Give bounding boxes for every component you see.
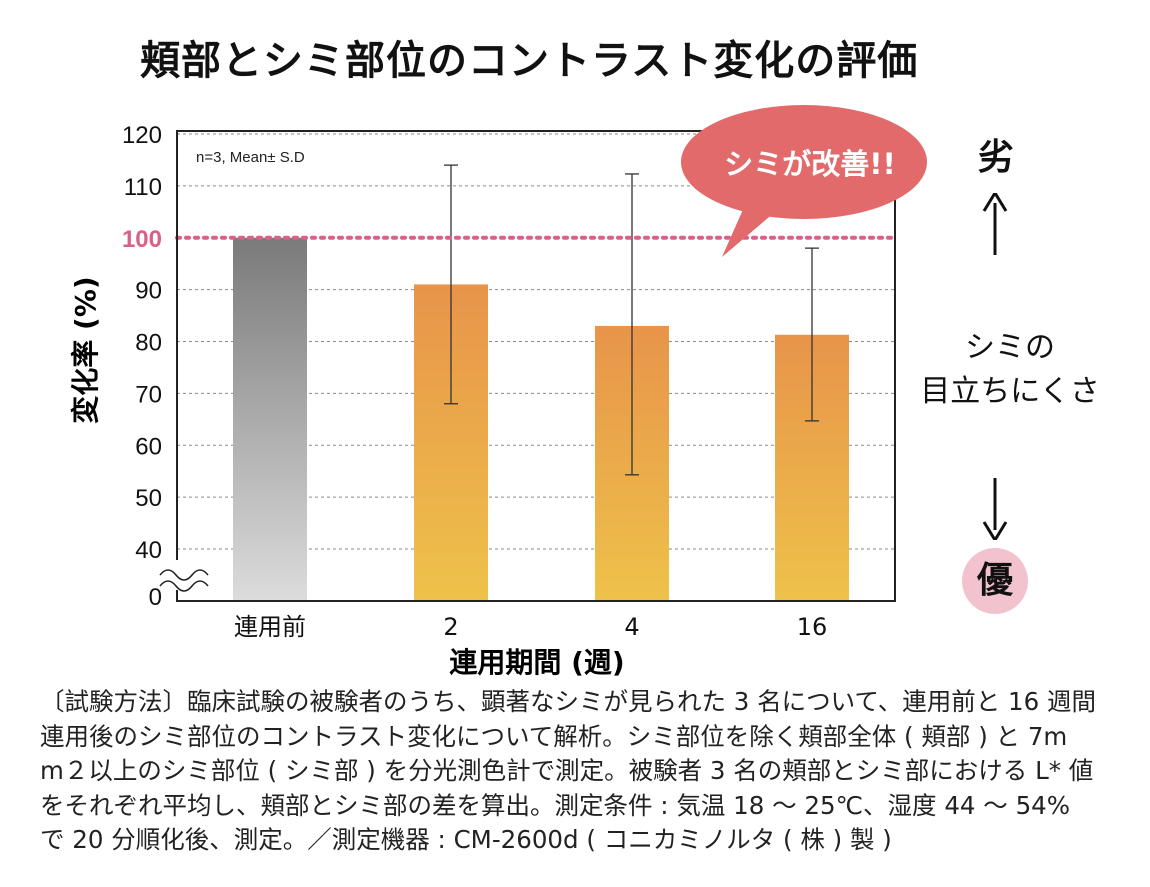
method-text: 〔試験方法〕臨床試験の被験者のうち、顕著なシミが見られた 3 名について、連用前… xyxy=(40,685,1115,858)
x-tick-label: 16 xyxy=(797,613,828,641)
callout-text: シミが改善!! xyxy=(724,147,896,181)
method-line: 〔試験方法〕臨床試験の被験者のうち、顕著なシミが見られた 3 名について、連用前… xyxy=(40,687,1096,716)
axis-break-wave xyxy=(159,569,209,581)
arrow-down-icon xyxy=(982,478,1008,540)
method-line: をそれぞれ平均し、頬部とシミ部の差を算出。測定条件 : 気温 18 ～ 25℃、… xyxy=(40,790,1071,820)
y-tick-label: 110 xyxy=(124,174,162,201)
axis-break-mask xyxy=(160,560,210,590)
y-tick-label: 100 xyxy=(122,226,162,253)
x-tick-label: 4 xyxy=(624,613,639,641)
axis-break-wave xyxy=(159,580,209,592)
y-tick-label: 90 xyxy=(135,278,162,305)
sample-note: n=3, Mean± S.D xyxy=(196,149,305,166)
plot-frame xyxy=(176,130,896,602)
arrow-up-icon xyxy=(982,193,1008,255)
visibility-label: シミの 目立ちにくさ xyxy=(900,326,1120,414)
y-tick-label: 50 xyxy=(135,485,162,512)
method-line: で 20 分順化後、測定。／測定機器 : CM-2600d ( コニカミノルタ … xyxy=(40,825,892,854)
chart-title: 頬部とシミ部位のコントラスト変化の評価 xyxy=(140,38,919,84)
x-tick-labels: 連用前 2 4 16 xyxy=(234,613,827,641)
method-line: m２以上のシミ部位 ( シミ部 ) を分光測色計で測定。被験者 3 名の頬部とシ… xyxy=(40,756,1094,785)
y-tick-label: 70 xyxy=(135,381,162,408)
worse-label: 劣 xyxy=(977,137,1014,178)
bar xyxy=(233,237,307,601)
y-axis-label: 変化率 (%) xyxy=(69,276,102,423)
x-axis-label: 連用期間 (週) xyxy=(449,646,624,679)
y-tick-label: 60 xyxy=(135,433,162,460)
callout-bubble xyxy=(681,105,927,257)
visibility-label-line2: 目立ちにくさ xyxy=(920,374,1100,409)
y-tick-label: 120 xyxy=(122,122,162,149)
x-tick-label: 2 xyxy=(443,613,458,641)
visibility-label-line1: シミの xyxy=(965,330,1055,365)
error-bars-group xyxy=(444,164,819,476)
y-tick-label: 40 xyxy=(135,537,162,564)
y-tick-label: 80 xyxy=(135,330,162,357)
x-tick-label: 連用前 xyxy=(234,613,306,641)
bars-group xyxy=(233,237,849,601)
y-tick-labels: 0 40 50 60 70 80 90 100 110 120 xyxy=(122,122,162,611)
method-line: 連用後のシミ部位のコントラスト変化について解析。シミ部位を除く頬部全体 ( 頬部… xyxy=(40,721,1068,751)
better-badge: 優 xyxy=(962,548,1028,614)
y-tick-label: 0 xyxy=(149,584,162,611)
axis-break-icon xyxy=(159,560,210,592)
